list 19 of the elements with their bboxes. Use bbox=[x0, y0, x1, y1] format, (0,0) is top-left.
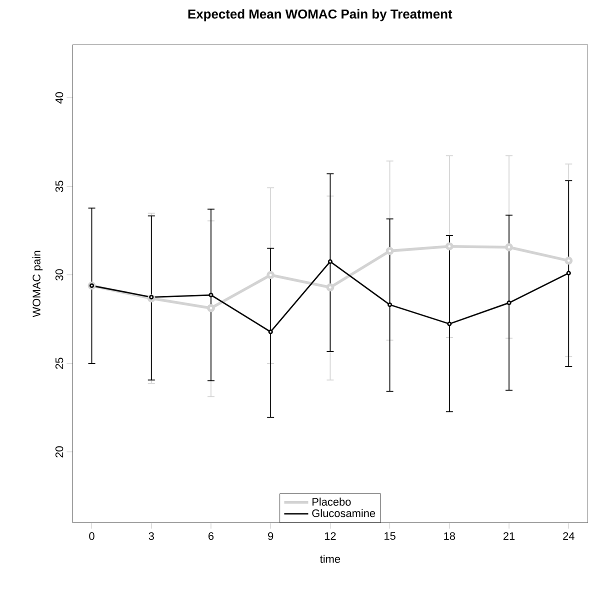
x-tick-label: 6 bbox=[208, 532, 214, 540]
x-tick-label: 12 bbox=[324, 532, 336, 540]
legend-label: Placebo bbox=[312, 498, 351, 506]
x-tick-label: 0 bbox=[89, 532, 94, 540]
y-tick-label: 20 bbox=[55, 446, 64, 458]
y-tick-label: 30 bbox=[55, 269, 64, 281]
y-axis-title: WOMAC pain bbox=[32, 250, 43, 318]
x-tick-label: 3 bbox=[148, 532, 154, 540]
chart-title: Expected Mean WOMAC Pain by Treatment bbox=[188, 9, 452, 22]
x-tick-label: 9 bbox=[268, 532, 274, 540]
y-tick-label: 35 bbox=[55, 180, 64, 192]
legend-label: Glucosamine bbox=[312, 509, 376, 518]
y-tick-label: 25 bbox=[55, 358, 64, 369]
x-axis-title: time bbox=[320, 554, 340, 563]
x-tick-label: 21 bbox=[503, 532, 515, 540]
x-tick-label: 15 bbox=[384, 532, 396, 540]
x-tick-label: 18 bbox=[444, 532, 456, 540]
x-tick-label: 24 bbox=[563, 532, 574, 540]
y-tick-label: 40 bbox=[55, 92, 64, 104]
